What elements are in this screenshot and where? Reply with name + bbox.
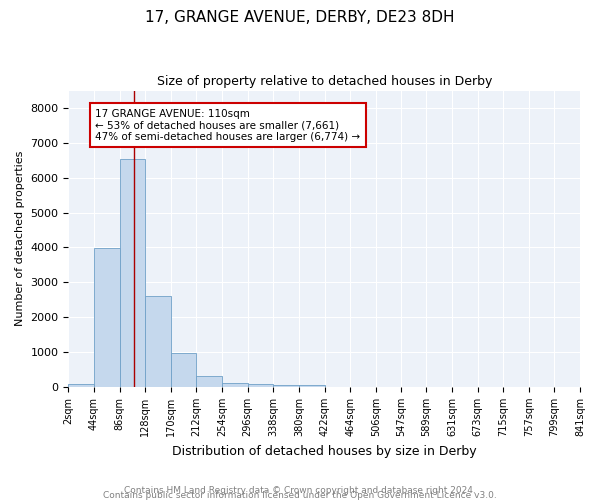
Bar bbox=[94, 248, 119, 387]
Text: Contains HM Land Registry data © Crown copyright and database right 2024.: Contains HM Land Registry data © Crown c… bbox=[124, 486, 476, 495]
Bar bbox=[196, 376, 222, 387]
Text: Contains public sector information licensed under the Open Government Licence v3: Contains public sector information licen… bbox=[103, 490, 497, 500]
Bar bbox=[119, 159, 145, 387]
Text: 17 GRANGE AVENUE: 110sqm
← 53% of detached houses are smaller (7,661)
47% of sem: 17 GRANGE AVENUE: 110sqm ← 53% of detach… bbox=[95, 108, 361, 142]
X-axis label: Distribution of detached houses by size in Derby: Distribution of detached houses by size … bbox=[172, 444, 476, 458]
Bar bbox=[68, 384, 94, 387]
Bar bbox=[222, 383, 248, 387]
Bar bbox=[299, 386, 325, 387]
Y-axis label: Number of detached properties: Number of detached properties bbox=[15, 151, 25, 326]
Bar bbox=[273, 384, 299, 387]
Title: Size of property relative to detached houses in Derby: Size of property relative to detached ho… bbox=[157, 75, 492, 88]
Bar bbox=[171, 354, 196, 387]
Text: 17, GRANGE AVENUE, DERBY, DE23 8DH: 17, GRANGE AVENUE, DERBY, DE23 8DH bbox=[145, 10, 455, 25]
Bar bbox=[145, 296, 171, 387]
Bar bbox=[248, 384, 273, 387]
